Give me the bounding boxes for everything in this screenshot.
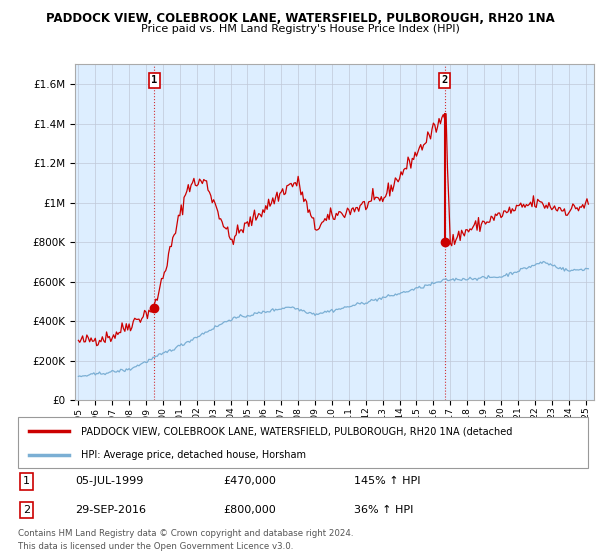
Text: Price paid vs. HM Land Registry's House Price Index (HPI): Price paid vs. HM Land Registry's House … <box>140 24 460 34</box>
Text: 05-JUL-1999: 05-JUL-1999 <box>75 477 143 487</box>
Text: £800,000: £800,000 <box>223 505 276 515</box>
Text: £470,000: £470,000 <box>223 477 276 487</box>
Text: This data is licensed under the Open Government Licence v3.0.: This data is licensed under the Open Gov… <box>18 542 293 550</box>
Text: 1: 1 <box>23 477 30 487</box>
Text: PADDOCK VIEW, COLEBROOK LANE, WATERSFIELD, PULBOROUGH, RH20 1NA (detached: PADDOCK VIEW, COLEBROOK LANE, WATERSFIEL… <box>80 426 512 436</box>
Text: 2: 2 <box>23 505 30 515</box>
Text: 29-SEP-2016: 29-SEP-2016 <box>75 505 146 515</box>
Text: 145% ↑ HPI: 145% ↑ HPI <box>354 477 421 487</box>
Text: HPI: Average price, detached house, Horsham: HPI: Average price, detached house, Hors… <box>80 450 306 460</box>
Text: Contains HM Land Registry data © Crown copyright and database right 2024.: Contains HM Land Registry data © Crown c… <box>18 529 353 538</box>
Text: PADDOCK VIEW, COLEBROOK LANE, WATERSFIELD, PULBOROUGH, RH20 1NA: PADDOCK VIEW, COLEBROOK LANE, WATERSFIEL… <box>46 12 554 25</box>
Text: 1: 1 <box>151 75 158 85</box>
Text: 2: 2 <box>442 75 448 85</box>
Text: 36% ↑ HPI: 36% ↑ HPI <box>354 505 413 515</box>
